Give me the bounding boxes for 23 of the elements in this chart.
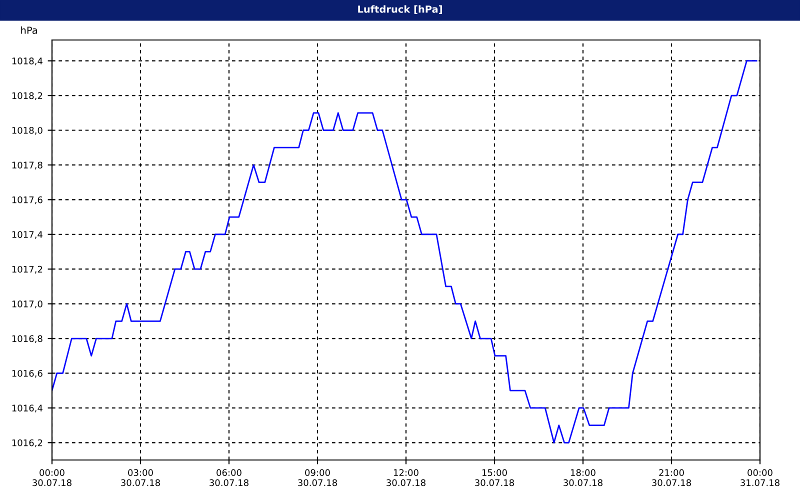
x-tick-label: 00:00 30.07.18 [32,469,72,486]
y-tick-label: 1018,2 [12,92,42,100]
y-tick-label: 1016,2 [12,439,42,448]
chart-title: Luftdruck [hPa] [358,5,442,14]
y-tick-label: 1017,6 [12,196,42,204]
y-tick-label: 1017,2 [12,266,42,274]
y-tick-label: 1016,6 [12,370,42,378]
x-tick-label: 00:00 31.07.18 [740,469,780,486]
x-tick-label: 15:00 30.07.18 [475,469,514,486]
y-tick-label: 1016,4 [12,404,42,412]
y-tick-label: 1017,0 [12,300,42,308]
y-tick-label: 1018,0 [12,126,42,135]
x-tick-label: 09:00 30.07.18 [298,469,337,486]
x-tick-label: 18:00 30.07.18 [564,469,602,486]
y-tick-label: 1016,8 [12,335,42,343]
x-tick-label: 03:00 30.07.18 [121,469,160,486]
y-tick-label: 1017,8 [12,162,42,170]
y-tick-label: 1017,4 [12,231,42,239]
x-tick-label: 12:00 30.07.18 [386,469,426,486]
x-tick-label: 21:00 30.07.18 [652,469,691,486]
x-tick-label: 06:00 30.07.18 [210,469,248,486]
y-tick-label: 1018,4 [12,58,42,66]
y-axis-title: hPa [21,26,37,34]
